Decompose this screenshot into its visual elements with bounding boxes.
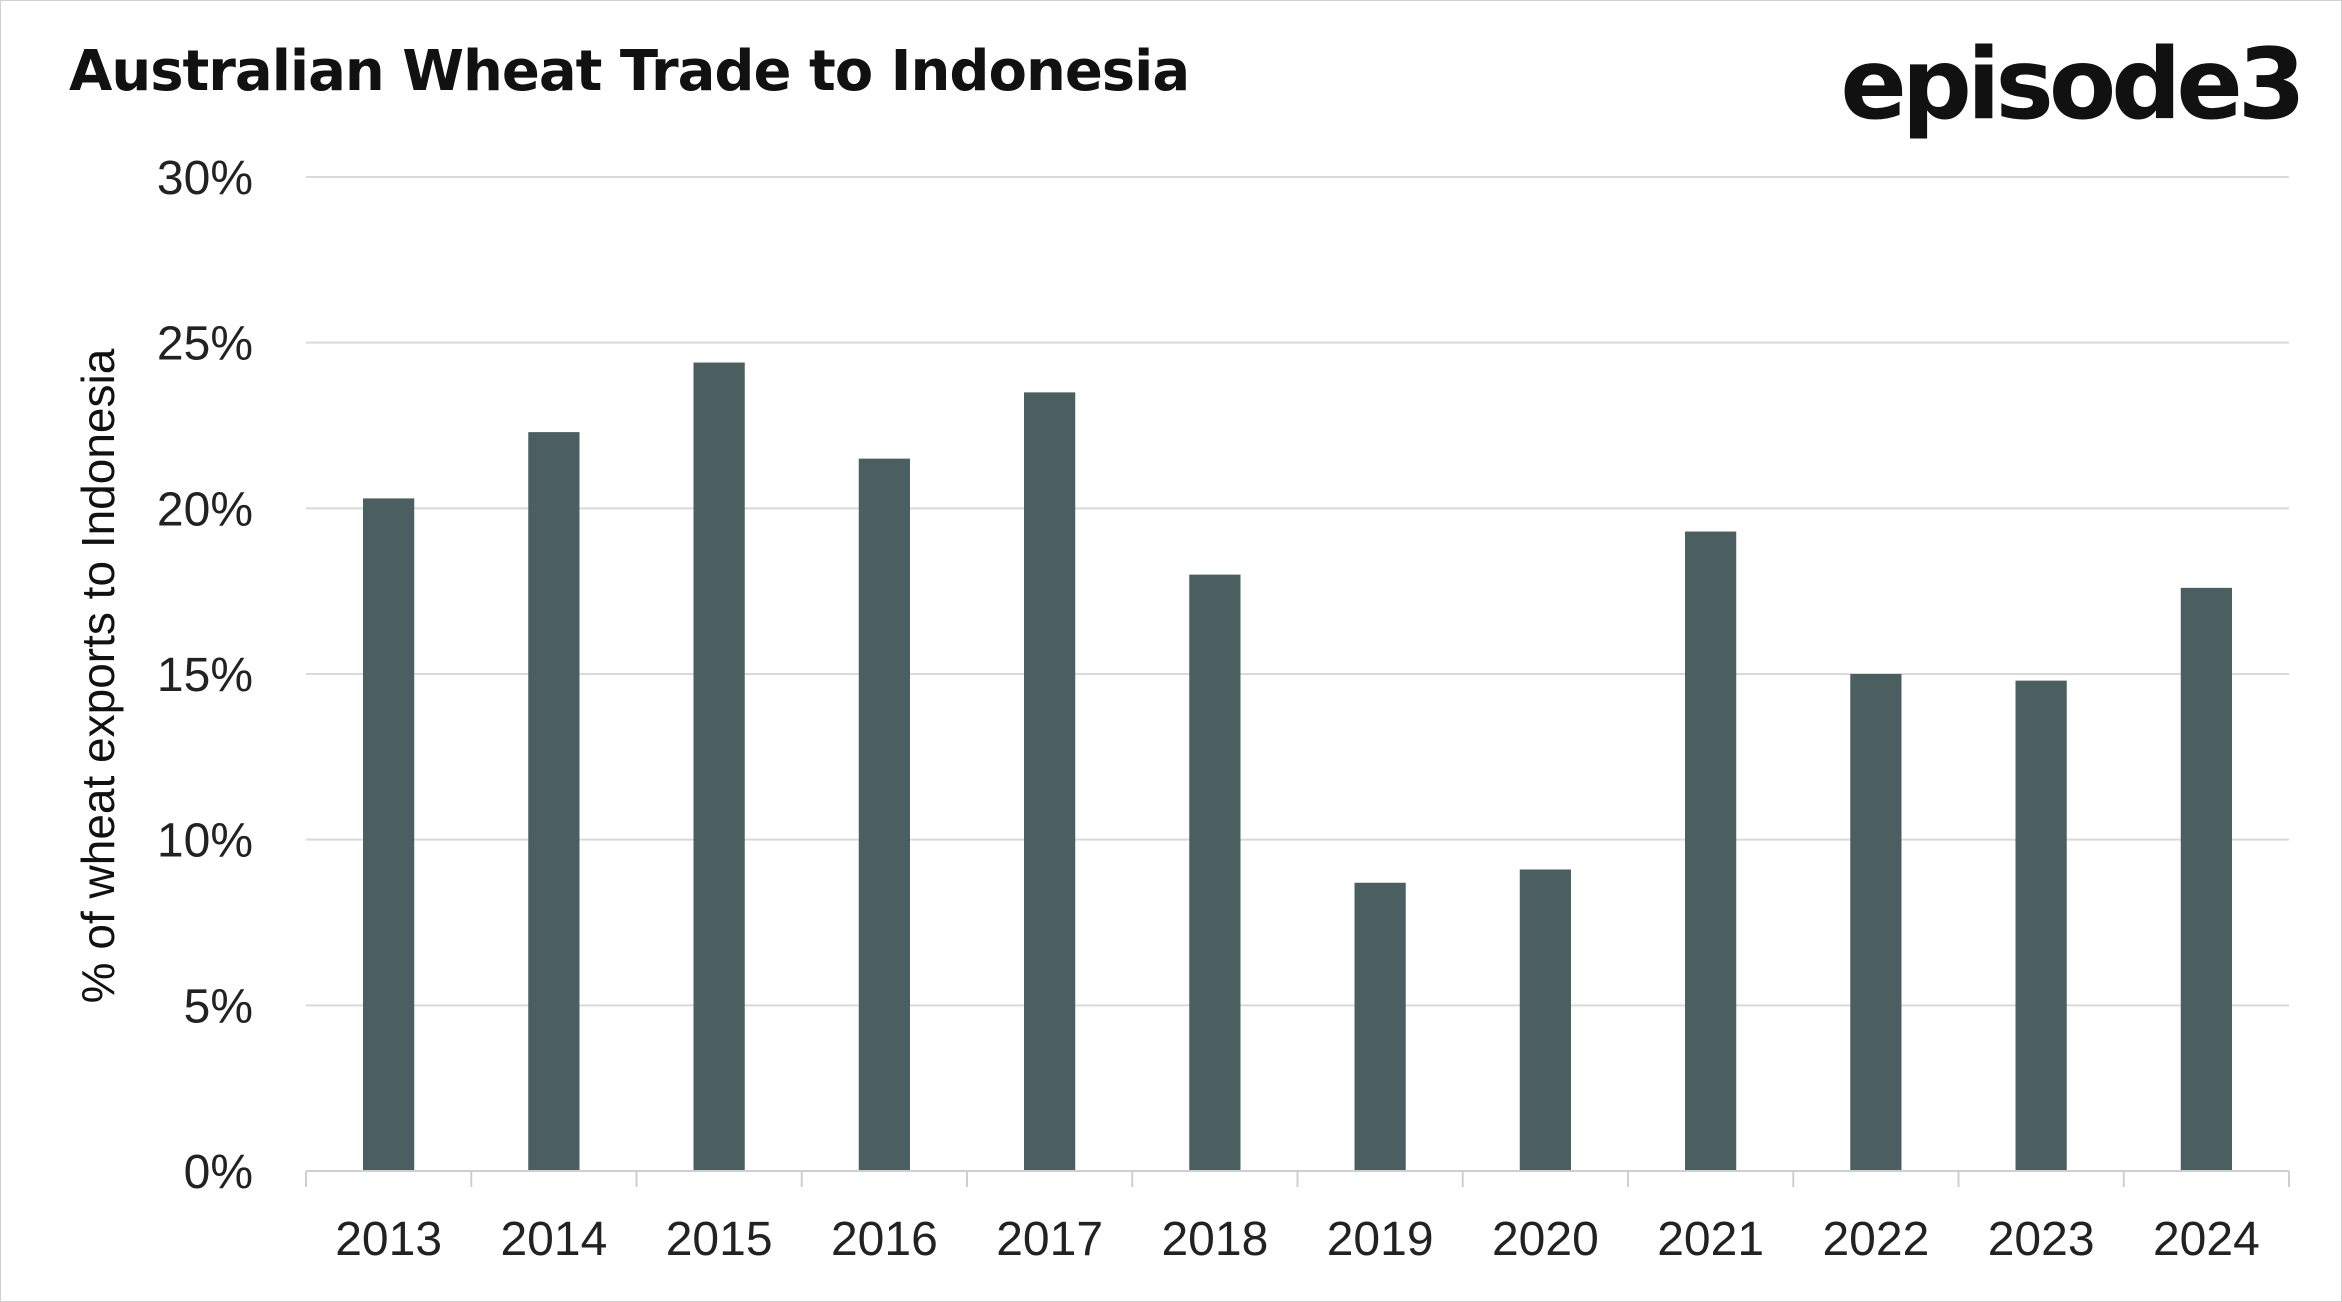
- y-tick-label: 30%: [157, 152, 253, 205]
- bar-2013: [363, 498, 415, 1172]
- bar-2018: [1189, 574, 1241, 1171]
- x-tick-label: 2018: [1161, 1213, 1268, 1266]
- gridlines: [306, 176, 2289, 1007]
- bar-2015: [693, 362, 745, 1172]
- bar-2024: [2180, 587, 2232, 1171]
- x-axis: [305, 1170, 2290, 1187]
- x-tick-label: 2020: [1492, 1213, 1599, 1266]
- x-tick-label: 2019: [1327, 1213, 1434, 1266]
- y-tick-label: 0%: [184, 1146, 253, 1199]
- bar-2019: [1354, 882, 1406, 1171]
- y-tick-label: 10%: [157, 815, 253, 868]
- x-tick-label: 2015: [666, 1213, 773, 1266]
- x-tick-label: 2016: [831, 1213, 938, 1266]
- y-tick-label: 20%: [157, 483, 253, 536]
- x-tick-label: 2023: [1988, 1213, 2095, 1266]
- y-tick-label: 25%: [157, 318, 253, 371]
- bar-2023: [2015, 680, 2067, 1171]
- bar-2014: [528, 432, 580, 1171]
- x-tick-label: 2021: [1657, 1213, 1764, 1266]
- y-tick-label: 15%: [157, 649, 253, 702]
- x-tick-label: 2013: [335, 1213, 442, 1266]
- bar-2022: [1850, 674, 1902, 1171]
- bars: [363, 362, 2232, 1172]
- brand-logo: episode3: [1840, 28, 2306, 142]
- x-tick-label: 2014: [500, 1213, 607, 1266]
- x-ticks: 2013 2014 2015 2016 2017 2018 2019 2020 2021 2022…: [335, 1213, 2260, 1266]
- y-ticks: 0% 5% 10% 15% 20% 25% 30%: [157, 152, 253, 1199]
- x-tick-label: 2022: [1822, 1213, 1929, 1266]
- x-tick-label: 2024: [2153, 1213, 2260, 1266]
- bar-2021: [1685, 531, 1737, 1171]
- bar-2017: [1024, 392, 1076, 1171]
- bar-2016: [858, 458, 910, 1172]
- y-tick-label: 5%: [184, 980, 253, 1033]
- x-tick-label: 2017: [996, 1213, 1103, 1266]
- bar-2020: [1519, 869, 1571, 1171]
- chart-title: Australian Wheat Trade to Indonesia: [69, 39, 1190, 104]
